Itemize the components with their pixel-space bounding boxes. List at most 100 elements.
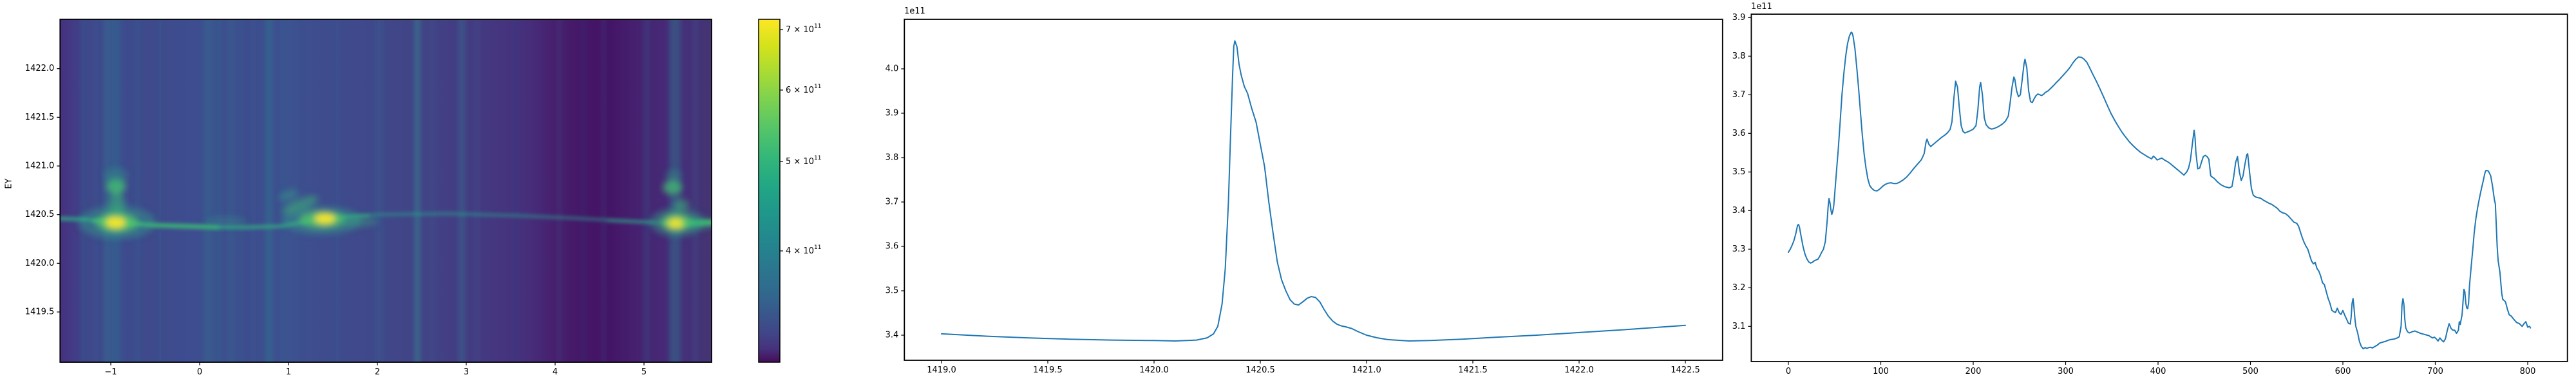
colorbar-tick-label: 4 × 1011 [786, 244, 821, 256]
heatmap-stripe [513, 19, 517, 362]
y-tick-label: 1421.0 [25, 161, 55, 171]
colorbar-outline [758, 19, 781, 363]
ey-slice-panel: 1419.0 1419.5 1420.0 1420.5 1421.0 1421.5 1422… [886, 19, 1723, 375]
heatmap-stripe [459, 19, 466, 362]
heatmap-stripe [103, 19, 109, 362]
colorbar-tick-label: 5 × 1011 [786, 155, 821, 167]
plot-background [1751, 14, 2568, 362]
x-tick-label: 200 [1965, 367, 1982, 376]
x-tick-label: 0 [1786, 367, 1791, 376]
plot-background [904, 19, 1723, 360]
x-tick-label: 800 [2520, 367, 2536, 376]
heatmap-stripe [375, 19, 383, 362]
x-tick-label: 300 [2058, 367, 2074, 376]
x-tick-label: 5 [641, 367, 647, 377]
heatmap-stripe [558, 19, 562, 362]
y-tick-label: 1420.0 [25, 259, 55, 268]
heatmap-stripe [601, 19, 606, 362]
x-tick-label: 4 [553, 367, 558, 377]
heatmap-blob [281, 196, 318, 214]
heatmap-stripe [430, 19, 435, 362]
heatmap-stripe [135, 19, 140, 362]
heatmap-blob [108, 192, 126, 218]
y-tick-label: 1420.5 [25, 210, 55, 219]
x-tick-label: 1 [286, 367, 291, 377]
x-tick-label: 1422.0 [1564, 365, 1594, 375]
axes-spines [904, 19, 1723, 361]
x-tick-label: 1421.5 [1458, 365, 1488, 375]
y-tick-label: 3.8 [886, 153, 899, 163]
heatmap-stripe [335, 19, 339, 362]
y-tick-label: 4.0 [886, 64, 899, 74]
axes-spines [1750, 14, 2568, 362]
band-segment [607, 219, 655, 225]
heatmap-stripe [203, 19, 214, 362]
middle-panel-offset-label: 1e11 [904, 6, 925, 16]
line-series [1788, 32, 2532, 350]
y-tick-label: 3.6 [1732, 129, 1746, 138]
heatmap-stripe [238, 19, 243, 362]
heatmap-blob [681, 218, 712, 229]
x-tick-label: 2 [375, 367, 380, 377]
x-tick-label: 1420.0 [1139, 365, 1169, 375]
x-tick-label: 600 [2335, 367, 2351, 376]
heatmap-blob [205, 216, 247, 227]
x-tick-label: 100 [1873, 367, 1889, 376]
heatmap-stripe [216, 19, 222, 362]
heatmap-stripe [250, 19, 256, 362]
y-tick-label: 3.4 [886, 331, 899, 340]
heatmap-blob [663, 180, 683, 195]
y-tick-label: 3.2 [1732, 283, 1746, 293]
heatmap-blob [665, 169, 682, 183]
heatmap-stripe [415, 19, 421, 362]
axes-spines [59, 19, 712, 363]
y-tick-label: 3.7 [886, 198, 899, 207]
colorbar-gradient [759, 19, 780, 362]
y-tick-label: 3.6 [886, 242, 899, 252]
heatmap-stripe [157, 19, 162, 362]
spectrum-panel: 0 100 200 300 400 500 600 700 800 3.9 3.8 3.7 3.6 3.5… [1732, 13, 2568, 376]
heatmap-stripe [80, 19, 88, 362]
heatmap-blob [673, 199, 689, 211]
heatmap-blob [337, 216, 379, 227]
right-panel-offset-label: 1e11 [1751, 2, 1772, 12]
colorbar: 7 × 1011 6 × 1011 5 × 1011 4 × 1011 [758, 19, 821, 363]
y-tick-label: 1421.5 [25, 113, 55, 122]
heatmap-panel: −1 0 1 2 3 4 5 1422.0 1421.5 1421.0 1420.5 1420.0 14… [25, 19, 712, 377]
y-tick-label: 3.7 [1732, 90, 1746, 100]
y-tick-label: 3.4 [1732, 206, 1746, 216]
heatmap-blob [278, 188, 299, 201]
heatmap-stripe [475, 19, 479, 362]
x-tick-label: 1419.5 [1033, 365, 1063, 375]
x-tick-label: 500 [2242, 367, 2259, 376]
heatmap-stripe [281, 19, 287, 362]
colorbar-tick-label: 7 × 1011 [786, 23, 821, 35]
heatmap-stripe [644, 19, 649, 362]
heatmap-stripe [93, 19, 97, 362]
heatmap-image [60, 19, 712, 362]
heatmap-ylabel: EY [4, 178, 14, 189]
heatmap-stripe [582, 19, 585, 362]
heatmap-stripe [265, 19, 273, 362]
x-tick-label: 3 [464, 367, 469, 377]
x-tick-label: 1419.0 [927, 365, 956, 375]
y-tick-label: 3.9 [1732, 13, 1746, 23]
heatmap-blob [104, 167, 129, 185]
y-tick-label: 3.5 [1732, 167, 1746, 177]
y-tick-label: 3.8 [1732, 51, 1746, 61]
x-tick-label: 1421.0 [1352, 365, 1381, 375]
x-tick-label: 0 [197, 367, 202, 377]
y-tick-label: 1419.5 [25, 307, 55, 317]
heatmap-stripe [694, 19, 698, 362]
x-tick-label: 1422.5 [1671, 365, 1700, 375]
line-series [941, 40, 1686, 342]
x-tick-label: 1420.5 [1245, 365, 1275, 375]
x-tick-label: 700 [2427, 367, 2443, 376]
heatmap-blob [667, 218, 685, 229]
y-tick-label: 3.5 [886, 286, 899, 296]
heatmap-stripe [227, 19, 234, 362]
heatmap-blobs [78, 167, 712, 239]
heatmap-blob [106, 216, 126, 228]
